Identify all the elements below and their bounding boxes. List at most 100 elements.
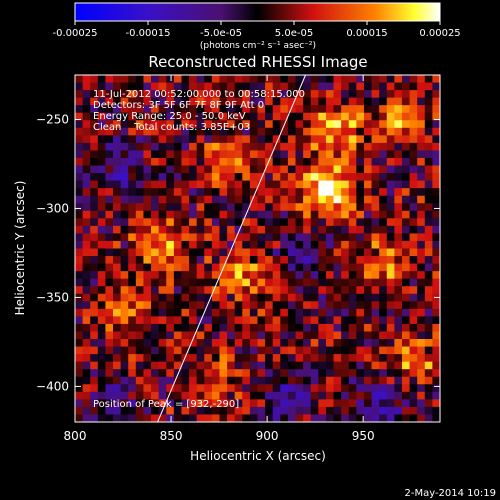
heatmap-cell <box>242 361 251 370</box>
heatmap-cell <box>249 414 259 422</box>
heatmap-cell <box>409 414 418 422</box>
heatmap-cell <box>143 233 152 242</box>
heatmap-cell <box>417 376 426 385</box>
heatmap-cell <box>356 120 365 129</box>
heatmap-cell <box>204 391 213 400</box>
heatmap-cell <box>409 278 418 287</box>
heatmap-cell <box>211 414 221 422</box>
heatmap-cell <box>424 173 433 182</box>
heatmap-cell <box>97 188 107 197</box>
heatmap-cell <box>394 331 403 340</box>
x-tick-label: 800 <box>64 429 87 443</box>
heatmap-cell <box>265 165 274 174</box>
heatmap-cell <box>310 135 319 144</box>
heatmap-cell <box>310 97 319 106</box>
heatmap-cell <box>135 75 145 84</box>
heatmap-cell <box>348 346 357 355</box>
heatmap-cell <box>356 406 365 416</box>
heatmap-cell <box>272 165 281 174</box>
heatmap-cell <box>211 376 221 385</box>
heatmap-cell <box>417 173 426 182</box>
heatmap-cell <box>82 323 91 333</box>
heatmap-cell <box>75 331 84 340</box>
heatmap-cell <box>204 112 213 121</box>
heatmap-cell <box>189 203 198 212</box>
heatmap-cell <box>371 157 380 167</box>
heatmap-cell <box>227 361 236 370</box>
heatmap-cell <box>128 157 137 167</box>
heatmap-cell <box>128 391 137 400</box>
heatmap-cell <box>265 97 274 106</box>
heatmap-cell <box>113 188 122 197</box>
heatmap-cell <box>295 97 304 106</box>
colorbar-tick-label: 5.0e-05 <box>275 28 313 39</box>
heatmap-cell <box>295 293 304 302</box>
heatmap-cell <box>166 361 175 370</box>
heatmap-cell <box>303 278 312 287</box>
heatmap-cell <box>401 399 411 408</box>
heatmap-cell <box>151 301 160 310</box>
heatmap-cell <box>325 203 335 212</box>
heatmap-cell <box>341 240 350 250</box>
heatmap-cell <box>310 271 319 280</box>
heatmap-cell <box>75 391 84 400</box>
heatmap-cell <box>105 339 114 348</box>
heatmap-cell <box>371 384 380 393</box>
heatmap-cell <box>234 188 243 197</box>
heatmap-cell <box>409 369 418 378</box>
heatmap-cell <box>120 406 129 416</box>
heatmap-cell <box>348 105 357 114</box>
heatmap-cell <box>356 82 365 91</box>
heatmap-cell <box>196 105 205 114</box>
heatmap-cell <box>249 263 259 272</box>
heatmap-cell <box>386 120 395 129</box>
heatmap-cell <box>325 316 335 325</box>
heatmap-cell <box>257 233 266 242</box>
heatmap-cell <box>401 248 411 257</box>
heatmap-cell <box>265 301 274 310</box>
heatmap-cell <box>386 112 395 121</box>
heatmap-cell <box>97 369 107 378</box>
heatmap-cell <box>227 354 236 363</box>
heatmap-cell <box>325 75 335 84</box>
heatmap-cell <box>386 406 395 416</box>
heatmap-cell <box>303 391 312 400</box>
heatmap-cell <box>90 256 99 265</box>
heatmap-cell <box>417 406 426 416</box>
heatmap-cell <box>113 361 122 370</box>
heatmap-cell <box>128 90 137 99</box>
heatmap-cell <box>303 240 312 250</box>
heatmap-cell <box>432 286 440 295</box>
heatmap-cell <box>348 127 357 136</box>
heatmap-cell <box>135 361 145 370</box>
heatmap-cell <box>295 188 304 197</box>
heatmap-cell <box>120 346 129 355</box>
heatmap-cell <box>341 293 350 302</box>
heatmap-cell <box>158 82 167 91</box>
heatmap-cell <box>386 135 395 144</box>
heatmap-cell <box>181 157 190 167</box>
heatmap-cell <box>432 384 440 393</box>
heatmap-cell <box>303 316 312 325</box>
heatmap-cell <box>90 127 99 136</box>
heatmap-cell <box>272 293 281 302</box>
heatmap-cell <box>151 369 160 378</box>
heatmap-cell <box>204 75 213 84</box>
heatmap-cell <box>287 286 297 295</box>
heatmap-cell <box>151 354 160 363</box>
heatmap-cell <box>348 75 357 84</box>
heatmap-cell <box>363 369 373 378</box>
heatmap-cell <box>249 165 259 174</box>
heatmap-cell <box>287 218 297 227</box>
heatmap-cell <box>97 406 107 416</box>
heatmap-cell <box>196 150 205 159</box>
heatmap-cell <box>318 180 327 189</box>
heatmap-cell <box>341 142 350 152</box>
heatmap-cell <box>173 293 183 302</box>
heatmap-cell <box>234 112 243 121</box>
heatmap-cell <box>166 263 175 272</box>
chart-title: Reconstructed RHESSI Image <box>148 53 367 71</box>
heatmap-cell <box>196 135 205 144</box>
heatmap-cell <box>82 240 91 250</box>
heatmap-cell <box>272 376 281 385</box>
